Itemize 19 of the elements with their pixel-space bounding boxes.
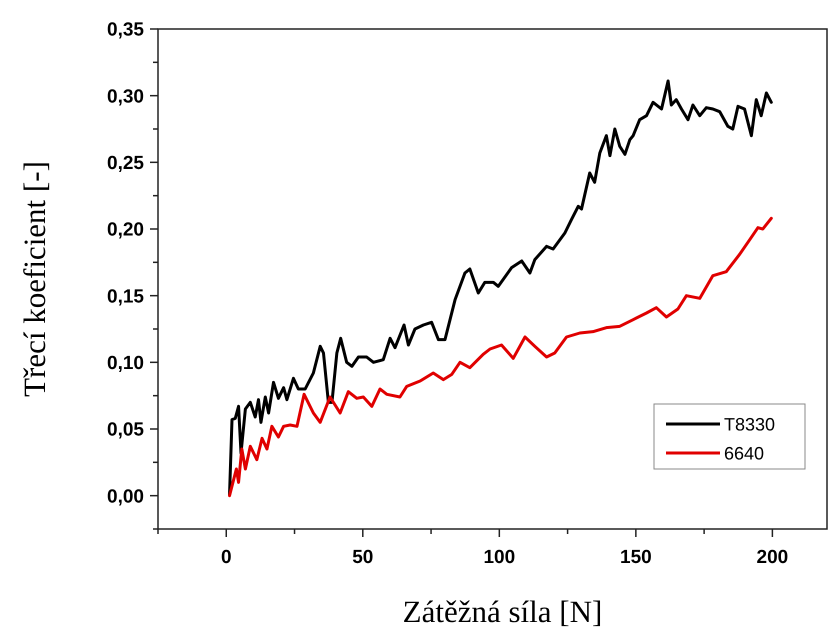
y-tick-label: 0,15 — [107, 286, 144, 308]
y-tick-label: 0,25 — [107, 152, 144, 174]
y-tick-label: 0,05 — [107, 420, 144, 441]
x-axis-title: Zátěžná síla [N] — [402, 594, 602, 629]
y-tick-label: 0,00 — [107, 486, 144, 508]
x-tick-label: 100 — [483, 547, 516, 568]
line-series — [228, 216, 773, 498]
x-tick-label: 50 — [352, 547, 374, 568]
x-tick-label: 200 — [756, 547, 788, 568]
y-tick-label: 0,10 — [107, 352, 144, 374]
legend-label: 6640 — [724, 443, 764, 464]
line-series — [228, 80, 773, 496]
y-axis-title: Třecí koeficient [-] — [17, 161, 52, 397]
x-tick-label: 0 — [220, 547, 232, 568]
y-tick-label: 0,30 — [107, 86, 144, 108]
x-tick-label: 150 — [620, 547, 652, 568]
y-tick-label: 0,20 — [107, 220, 144, 241]
legend-label: T8330 — [724, 414, 776, 434]
y-tick-label: 0,35 — [107, 20, 144, 41]
